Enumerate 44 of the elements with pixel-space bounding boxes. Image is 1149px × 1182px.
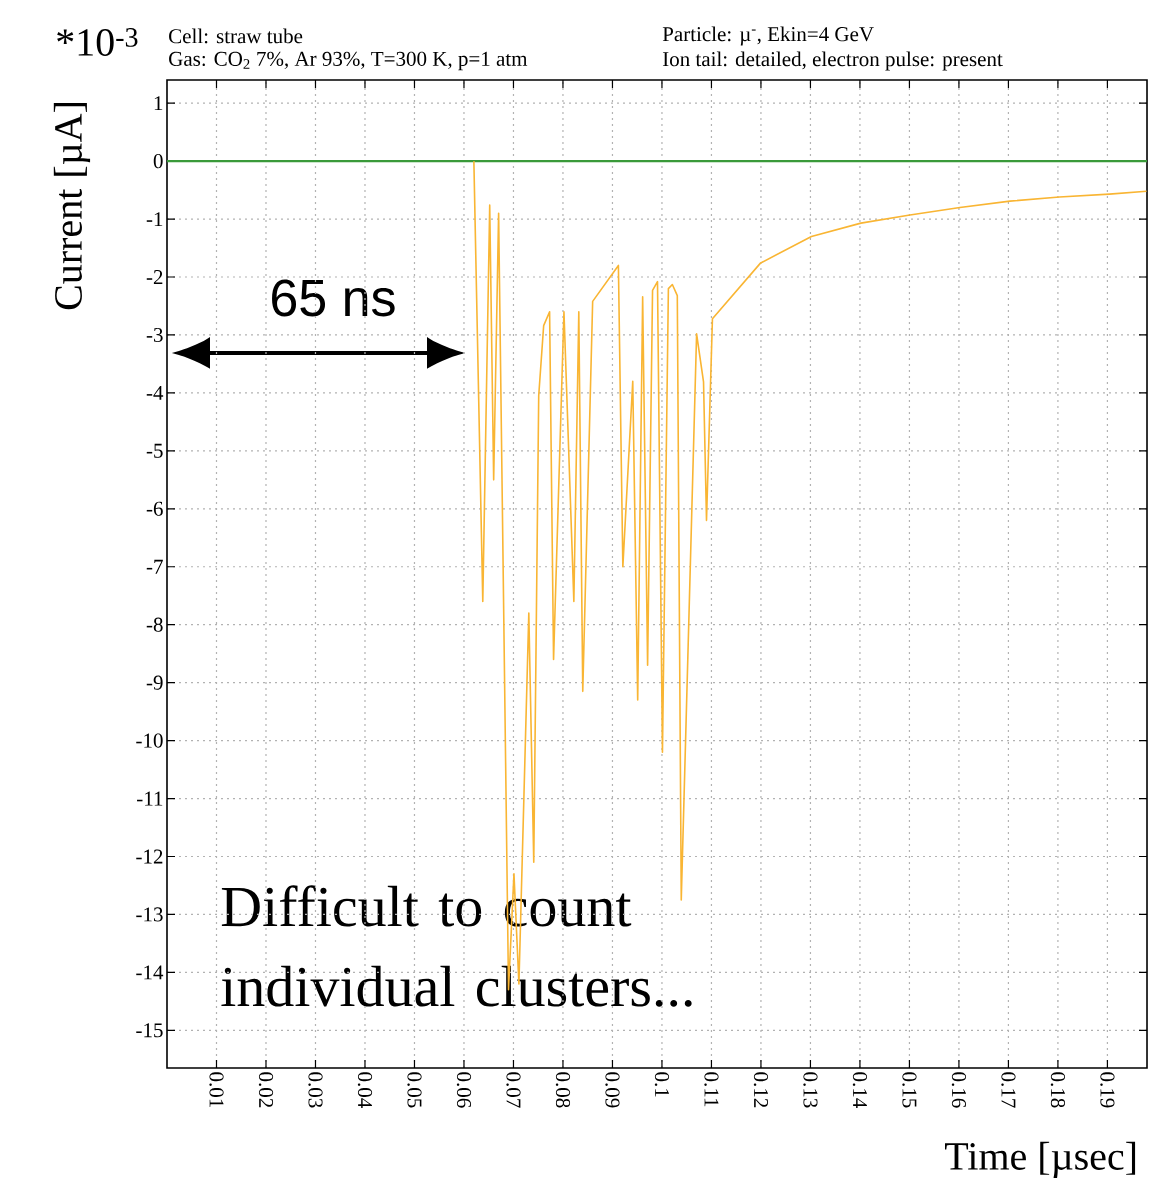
x-tick-label: 0.16 (951, 1072, 967, 1108)
x-tick-label: 0.06 (456, 1072, 472, 1108)
y-tick-label: -14 (136, 965, 164, 980)
y-tick-label: 0 (153, 154, 163, 169)
y-tick-label: -2 (146, 270, 163, 284)
x-tick-label: 0.12 (753, 1072, 769, 1108)
x-tick-label: 0.18 (1050, 1072, 1066, 1108)
y-tick-label: -4 (146, 386, 164, 400)
y-tick-label: 1 (154, 96, 163, 111)
y-tick-label: -13 (136, 907, 163, 922)
text: *10$^{-3}$ (57, 28, 138, 56)
y-tick-label: -15 (136, 1023, 163, 1038)
x-tick-label: 0.01 (209, 1072, 224, 1108)
y-tick-label: -12 (136, 849, 163, 864)
x-tick-label: 0.17 (1001, 1072, 1016, 1108)
x-tick-label: 0.09 (605, 1072, 620, 1108)
y-tick-label: -6 (146, 501, 163, 516)
y-axis-title: Current [µA] (53, 103, 91, 310)
x-tick-label: 0.11 (704, 1072, 719, 1107)
y-tick-label: -3 (146, 327, 163, 343)
y-tick-label: -11 (137, 791, 163, 806)
text: Ion tail: detailed, electron pulse: present (662, 51, 1003, 71)
y-tick-label: -8 (146, 617, 163, 632)
x-tick-label: 0.08 (555, 1072, 571, 1108)
annotation: 65 ns (272, 279, 395, 317)
text: Particle: µ$^{-}$, Ekin=4 GeV (662, 26, 874, 46)
text: Gas: CO$_{2}$ 7%, Ar 93%, T=300 K, p=1 atm (169, 51, 528, 71)
x-tick-label: 0.05 (407, 1072, 422, 1108)
y-tick-label: -1 (146, 212, 163, 226)
y-tick-label: -9 (146, 675, 163, 690)
x-tick-label: 0.1 (654, 1072, 670, 1097)
x-tick-label: 0.13 (803, 1072, 818, 1108)
x-axis-title: Time [µsec] (945, 1141, 1136, 1179)
x-tick-label: 0.14 (852, 1072, 868, 1108)
x-tick-label: 0.07 (506, 1072, 521, 1108)
x-tick-label: 0.03 (308, 1072, 323, 1108)
text: Cell: straw tube (169, 28, 303, 44)
x-tick-label: 0.15 (902, 1072, 917, 1108)
x-tick-label: 0.02 (258, 1072, 274, 1108)
y-tick-label: -10 (136, 733, 163, 748)
y-tick-label: -7 (146, 559, 163, 574)
x-tick-label: 0.04 (357, 1072, 373, 1108)
x-tick-label: 0.19 (1100, 1072, 1115, 1108)
y-tick-label: -5 (146, 443, 163, 458)
